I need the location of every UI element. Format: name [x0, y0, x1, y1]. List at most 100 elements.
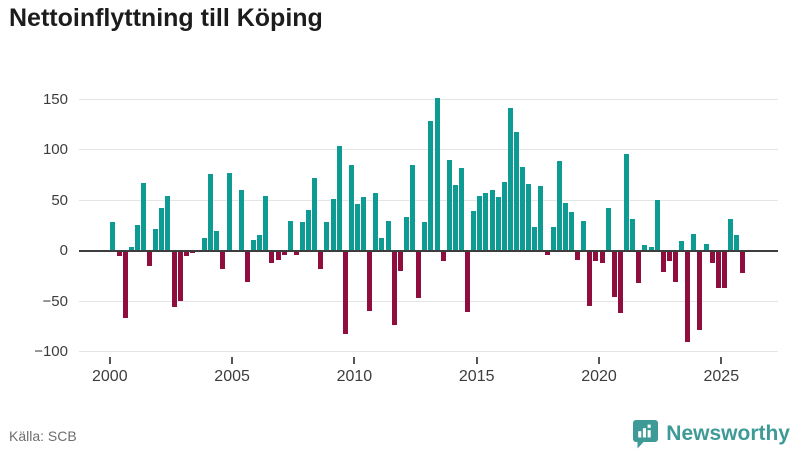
bar-2005-q4 [251, 240, 256, 251]
bar-2011-q2 [385, 221, 391, 251]
bar-2014-q2 [458, 167, 464, 251]
bar-2007-q3 [293, 250, 299, 255]
bar-2023-q1 [672, 250, 678, 282]
bar-2009-q2 [336, 145, 342, 251]
bar-2020-q3 [611, 250, 617, 297]
bar-2007-q1 [281, 250, 287, 255]
bar-2011-q4 [397, 250, 403, 271]
bar-2004-q1 [208, 173, 214, 251]
bar-2023-q4 [691, 234, 697, 251]
bar-2005-q3 [244, 250, 250, 282]
x-tick-2005 [231, 357, 234, 364]
bar-2022-q3 [660, 250, 666, 272]
x-tick-2020 [598, 357, 600, 364]
bar-2003-q4 [202, 238, 208, 251]
x-tick-2015 [475, 357, 478, 364]
bar-2020-q1 [599, 250, 605, 263]
bar-2025-q1 [721, 250, 727, 288]
x-tick-2025 [720, 357, 723, 364]
bar-2006-q3 [269, 250, 275, 263]
bar-2008-q4 [324, 222, 330, 251]
bar-2025-q3 [734, 235, 740, 251]
bar-2018-q3 [562, 203, 568, 251]
bar-2016-q1 [501, 181, 507, 251]
bar-2004-q2 [214, 231, 220, 251]
bar-2003-q1 [183, 250, 189, 256]
bar-2006-q1 [257, 235, 263, 251]
y-tick-label: 100 [42, 141, 68, 158]
bar-2015-q3 [489, 189, 495, 251]
bar-2020-q4 [617, 250, 623, 314]
bar-2013-q4 [446, 159, 452, 251]
bar-2016-q2 [507, 108, 513, 251]
bar-2010-q1 [355, 204, 360, 251]
gridline-150 [79, 98, 778, 100]
newsworthy-logo-text: Newsworthy [666, 422, 790, 445]
bar-2018-q4 [569, 212, 574, 251]
bar-2008-q3 [318, 250, 324, 269]
bar-2024-q3 [709, 250, 715, 263]
y-tick-label: 150 [42, 90, 68, 108]
bar-2013-q2 [434, 98, 440, 251]
bar-2018-q2 [556, 160, 562, 251]
bar-2001-q3 [147, 250, 152, 266]
bar-2021-q3 [636, 250, 642, 283]
bar-2019-q3 [587, 250, 593, 306]
bar-2022-q2 [654, 200, 660, 251]
bar-2017-q1 [526, 183, 532, 251]
bar-2019-q2 [581, 221, 587, 251]
bar-2005-q2 [238, 189, 244, 251]
x-tick-2000 [108, 357, 111, 364]
bar-2006-q4 [275, 250, 281, 260]
bar-2010-q3 [367, 250, 373, 312]
bar-2019-q1 [575, 250, 581, 260]
y-tick-label: −50 [42, 292, 68, 310]
bar-2024-q1 [697, 250, 703, 331]
bar-2017-q2 [532, 227, 538, 251]
x-tick-label: 2000 [92, 368, 128, 385]
bar-2015-q2 [483, 192, 489, 251]
bar-2017-q3 [538, 185, 544, 251]
bar-2025-q4 [740, 250, 746, 273]
bar-2000-q2 [116, 250, 122, 256]
bar-2020-q2 [605, 208, 611, 251]
bar-2019-q4 [593, 250, 599, 261]
bar-2003-q2 [189, 250, 195, 253]
bar-2009-q4 [348, 164, 354, 251]
bar-2000-q1 [110, 222, 116, 251]
bar-2013-q3 [440, 250, 446, 261]
bar-2016-q3 [513, 132, 519, 251]
newsworthy-speech-bubble-bar-chart-icon [633, 420, 659, 449]
bar-2009-q1 [330, 199, 336, 251]
bar-2009-q3 [342, 250, 348, 335]
chart-title: Nettoinflyttning till Köping [9, 4, 323, 32]
x-tick-label: 2025 [703, 368, 740, 385]
bar-2007-q4 [299, 222, 305, 251]
bar-2004-q4 [226, 172, 232, 251]
zero-axis-line [79, 249, 778, 252]
y-tick-label: 0 [59, 242, 68, 259]
bar-2014-q4 [471, 211, 477, 251]
gridline--50 [79, 300, 778, 302]
bar-2002-q4 [177, 250, 183, 301]
bar-2024-q4 [715, 250, 721, 288]
bar-2002-q2 [165, 196, 171, 251]
bar-2010-q2 [361, 197, 367, 251]
bar-2025-q2 [728, 219, 733, 251]
x-tick-2010 [353, 357, 356, 364]
y-tick-label: −100 [34, 343, 68, 360]
bar-2007-q2 [287, 221, 293, 251]
bar-2008-q1 [306, 210, 311, 251]
bar-2002-q3 [171, 250, 177, 308]
bar-2012-q2 [410, 164, 415, 251]
bar-2021-q1 [624, 153, 629, 251]
source-label: Källa: SCB [9, 428, 77, 444]
bar-2023-q2 [679, 241, 685, 251]
bar-2015-q1 [477, 196, 483, 251]
bar-2011-q3 [391, 250, 397, 326]
x-tick-label: 2015 [458, 368, 495, 385]
bar-2016-q4 [520, 166, 526, 251]
bar-2021-q2 [630, 219, 636, 251]
bar-2001-q4 [153, 229, 159, 251]
